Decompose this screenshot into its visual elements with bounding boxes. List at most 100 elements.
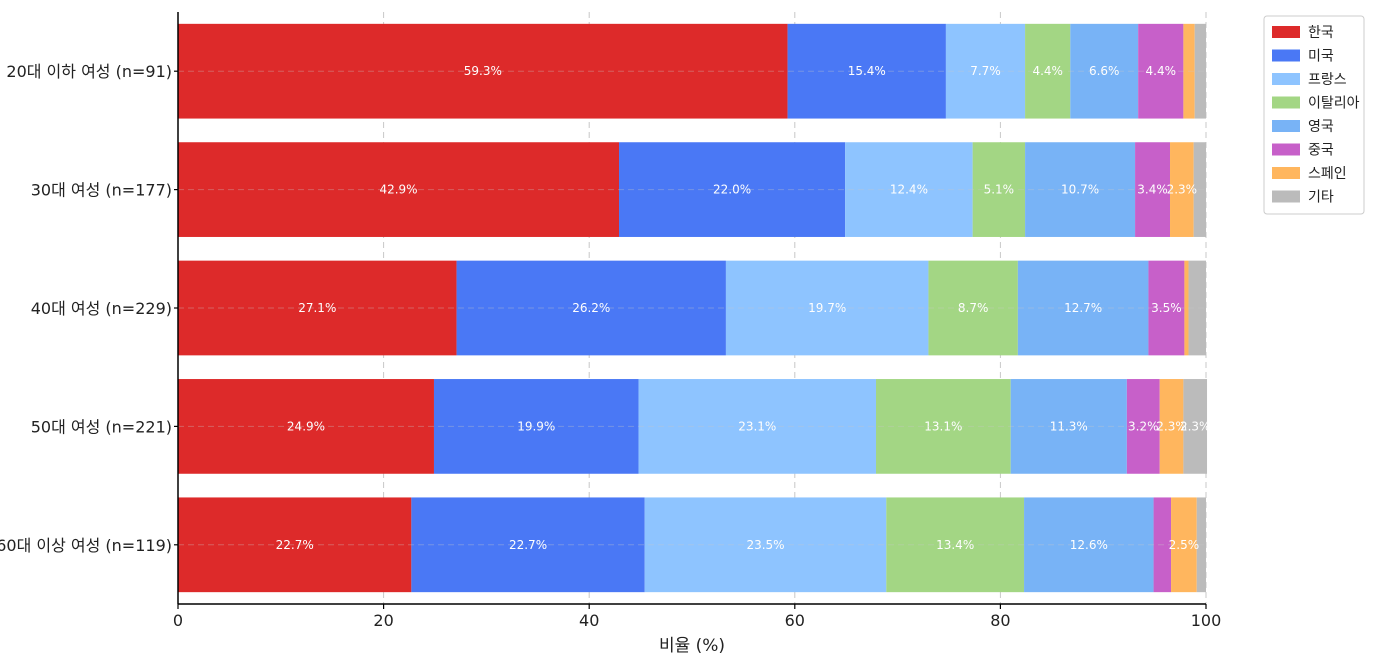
data-label: 13.1% — [924, 419, 962, 433]
bar-segment — [644, 497, 887, 593]
data-label: 4.4% — [1146, 64, 1177, 78]
x-tick-label: 20 — [373, 611, 393, 630]
legend-label: 중국 — [1308, 143, 1334, 159]
legend-label: 프랑스 — [1308, 72, 1347, 88]
data-label: 3.5% — [1151, 301, 1182, 315]
bar-segment — [1183, 23, 1195, 119]
bar-segment — [433, 379, 639, 474]
data-label: 10.7% — [1061, 183, 1099, 197]
bar-segment — [1148, 260, 1185, 356]
data-label: 15.4% — [848, 64, 886, 78]
x-tick-label: 60 — [785, 611, 805, 630]
legend-swatch — [1272, 73, 1300, 85]
data-label: 2.3% — [1180, 419, 1211, 433]
bar-segment — [178, 142, 620, 237]
legend-swatch — [1272, 143, 1300, 156]
data-label: 3.4% — [1137, 183, 1168, 197]
data-label: 12.7% — [1064, 301, 1102, 315]
data-label: 23.5% — [746, 538, 784, 552]
data-label: 7.7% — [970, 64, 1001, 78]
legend-swatch — [1272, 49, 1300, 62]
data-label: 12.6% — [1070, 538, 1108, 552]
legend-box — [1263, 15, 1365, 215]
bar-segment — [787, 23, 946, 119]
bar-segment — [725, 260, 929, 356]
bar-segment — [1126, 379, 1160, 474]
bar-segment — [1025, 23, 1071, 119]
bar-segment — [1025, 142, 1136, 237]
bar-segment — [1138, 23, 1184, 119]
bar-segment — [1193, 142, 1206, 237]
data-label: 8.7% — [958, 301, 989, 315]
bar-segment — [1070, 23, 1139, 119]
bar-segment — [876, 379, 1011, 474]
category-label: 30대 여성 (n=177) — [31, 181, 172, 200]
data-label: 13.4% — [936, 538, 974, 552]
data-label: 22.0% — [713, 183, 751, 197]
data-label: 42.9% — [379, 183, 417, 197]
bar-segment — [1153, 497, 1172, 593]
bar-segment — [1017, 260, 1149, 356]
bar-segment — [972, 142, 1026, 237]
data-label: 2.5% — [1169, 538, 1200, 552]
data-label: 22.7% — [276, 538, 314, 552]
bar-segment — [178, 23, 788, 119]
category-label: 40대 여성 (n=229) — [31, 299, 172, 318]
x-axis-label: 비율 (%) — [659, 636, 725, 656]
bar-segment — [1171, 497, 1197, 593]
data-label: 12.4% — [890, 183, 928, 197]
legend-swatch — [1272, 120, 1300, 132]
bar-segment — [1010, 379, 1127, 474]
x-tick-label: 80 — [990, 611, 1010, 630]
legend-swatch — [1272, 190, 1300, 203]
data-label: 26.2% — [572, 301, 610, 315]
data-label: 59.3% — [464, 64, 502, 78]
data-label: 6.6% — [1089, 64, 1120, 78]
bar-segment — [1024, 497, 1154, 593]
legend-label: 이탈리아 — [1308, 96, 1360, 112]
data-label: 5.1% — [984, 183, 1015, 197]
category-label: 50대 여성 (n=221) — [31, 417, 172, 436]
legend-label: 영국 — [1308, 119, 1334, 135]
data-label: 22.7% — [509, 538, 547, 552]
data-label: 2.3% — [1156, 419, 1187, 433]
bar-segment — [945, 23, 1026, 119]
bar-segment — [1159, 379, 1184, 474]
legend-label: 한국 — [1308, 25, 1334, 41]
data-label: 19.7% — [808, 301, 846, 315]
bar-segment — [928, 260, 1018, 356]
legend-label: 스페인 — [1308, 166, 1347, 182]
legend-swatch — [1272, 167, 1300, 179]
x-tick-label: 0 — [173, 611, 183, 630]
bar-segment — [845, 142, 973, 237]
data-label: 3.2% — [1128, 419, 1159, 433]
x-tick-label: 100 — [1191, 611, 1222, 630]
data-label: 19.9% — [517, 419, 555, 433]
category-label: 20대 이하 여성 (n=91) — [6, 62, 172, 81]
bar-segment — [886, 497, 1025, 593]
category-label: 60대 이상 여성 (n=119) — [0, 536, 172, 555]
axes: 20대 이하 여성 (n=91) 30대 여성 (n=177) 40대 여성 (n=… — [0, 12, 1221, 630]
bar-segment — [1183, 379, 1208, 474]
bar-segment — [178, 497, 412, 593]
legend-label: 기타 — [1308, 190, 1334, 206]
data-label: 11.3% — [1050, 419, 1088, 433]
x-tick-label: 40 — [579, 611, 599, 630]
bar-segment — [1194, 23, 1206, 119]
bar-segment — [411, 497, 645, 593]
bar-segment — [1170, 142, 1194, 237]
legend-label: 미국 — [1308, 49, 1334, 65]
bar-segment — [619, 142, 846, 237]
bar-segment — [638, 379, 877, 474]
data-label: 2.3% — [1167, 183, 1198, 197]
bar-segment — [1135, 142, 1171, 237]
data-label: 27.1% — [298, 301, 336, 315]
bar-segment — [1188, 260, 1206, 356]
data-labels: 59.3% 15.4% 7.7% 4.4% 6.6% 4.4% 42.9% 22.0% 12.4… — [178, 64, 1210, 552]
legend-swatch — [1272, 26, 1300, 38]
bar-segment — [178, 379, 434, 474]
bars — [178, 23, 1208, 593]
bar-segment — [1196, 497, 1206, 593]
